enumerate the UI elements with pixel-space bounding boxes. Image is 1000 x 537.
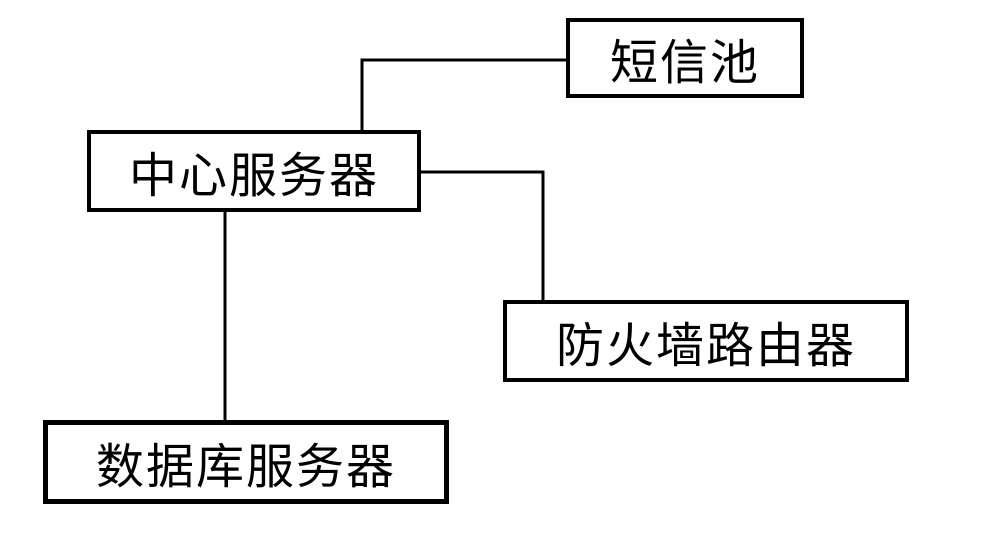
node-db-server-label: 数据库服务器 (96, 427, 396, 497)
node-firewall-router: 防火墙路由器 (503, 300, 909, 382)
node-firewall-router-label: 防火墙路由器 (556, 306, 856, 376)
diagram-canvas: 短信池 中心服务器 防火墙路由器 数据库服务器 (0, 0, 1000, 537)
node-sms-pool-label: 短信池 (610, 23, 760, 93)
edge (421, 172, 543, 300)
node-db-server: 数据库服务器 (43, 420, 449, 504)
node-center-server: 中心服务器 (87, 130, 421, 212)
edge (362, 60, 566, 130)
node-center-server-label: 中心服务器 (129, 136, 379, 206)
node-sms-pool: 短信池 (566, 18, 804, 98)
